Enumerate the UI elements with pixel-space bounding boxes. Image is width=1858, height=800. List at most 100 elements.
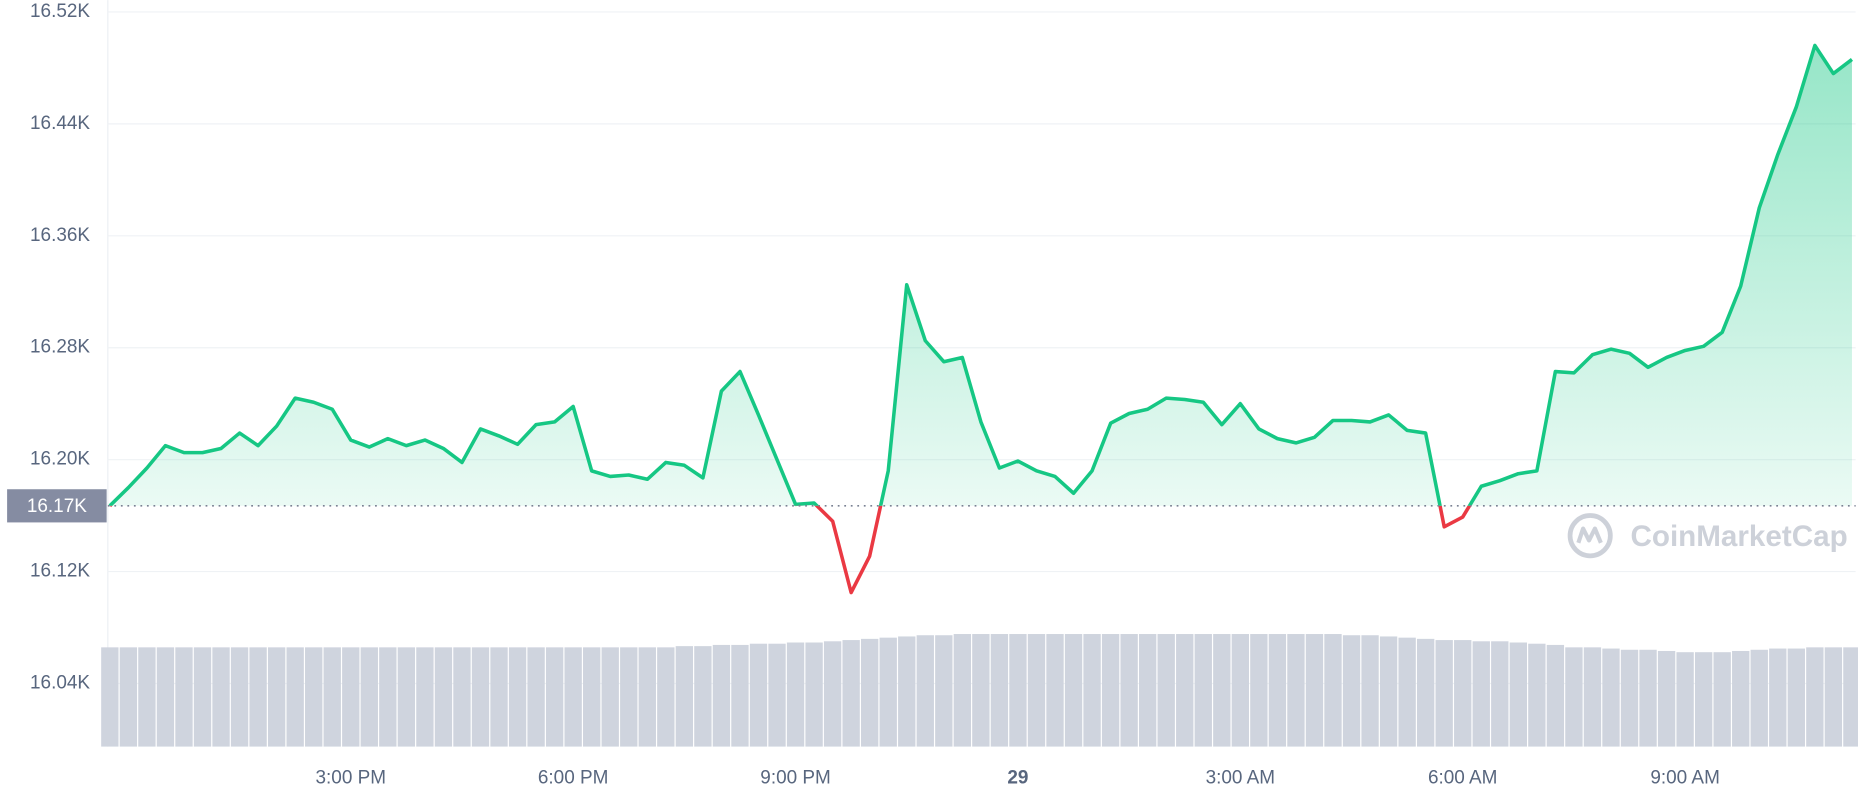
volume-bar bbox=[638, 647, 656, 747]
volume-bar bbox=[1713, 652, 1731, 747]
volume-bar bbox=[1824, 647, 1843, 747]
x-tick-label: 3:00 AM bbox=[1206, 768, 1275, 789]
volume-bar bbox=[953, 634, 972, 747]
volume-bar bbox=[471, 647, 490, 747]
price-line-below-baseline bbox=[109, 505, 1472, 595]
watermark-logo-mark bbox=[1576, 526, 1603, 544]
volume-bar bbox=[1324, 634, 1342, 747]
volume-bar bbox=[193, 647, 212, 747]
volume-bar bbox=[935, 635, 953, 747]
volume-bar bbox=[1787, 648, 1805, 747]
volume-bar bbox=[1509, 642, 1527, 747]
watermark-logo bbox=[1567, 513, 1613, 559]
volume-bar bbox=[1639, 649, 1657, 747]
x-tick-label: 3:00 PM bbox=[316, 768, 387, 789]
volume-bar bbox=[508, 647, 527, 747]
volume-bar bbox=[657, 647, 675, 747]
volume-bar bbox=[1565, 647, 1583, 747]
volume-bar bbox=[712, 644, 731, 747]
volume-bar bbox=[1435, 640, 1453, 747]
area-fill bbox=[109, 45, 1852, 506]
watermark: CoinMarketCap bbox=[1567, 513, 1848, 559]
volume-bar bbox=[1287, 634, 1305, 747]
volume-bar bbox=[1398, 637, 1416, 747]
volume-bar bbox=[564, 647, 582, 747]
volume-bar bbox=[1194, 634, 1212, 747]
volume-bar bbox=[805, 642, 823, 747]
volume-bar bbox=[138, 647, 156, 747]
watermark-text: CoinMarketCap bbox=[1630, 520, 1847, 553]
volume-bar bbox=[1528, 643, 1546, 747]
volume-bar bbox=[1694, 652, 1713, 747]
baseline-label-box bbox=[7, 489, 107, 523]
volume-bar bbox=[1676, 652, 1694, 747]
volume-bar bbox=[360, 647, 378, 747]
volume-bar bbox=[1491, 641, 1509, 747]
volume-bar bbox=[1361, 635, 1379, 747]
volume-bar bbox=[175, 647, 193, 747]
volume-bar bbox=[1231, 634, 1250, 747]
volume-bar bbox=[1250, 634, 1268, 747]
volume-bar bbox=[416, 647, 434, 747]
volume-bar bbox=[1416, 638, 1435, 747]
volume-bar bbox=[749, 643, 768, 747]
volume-bar bbox=[1305, 634, 1324, 747]
volume-bar bbox=[1027, 634, 1046, 747]
volume-bar bbox=[1806, 647, 1824, 747]
x-tick-label: 9:00 AM bbox=[1650, 768, 1719, 789]
y-tick-label: 16.20K bbox=[30, 449, 90, 470]
volume-bar bbox=[527, 647, 545, 747]
volume-bar bbox=[1583, 647, 1602, 747]
volume-bar bbox=[1120, 634, 1138, 747]
volume-bar bbox=[379, 647, 397, 747]
volume-bar bbox=[861, 638, 879, 747]
y-tick-label: 16.04K bbox=[30, 673, 90, 694]
volume-bar bbox=[156, 647, 175, 747]
volume-bar bbox=[1620, 649, 1639, 747]
volume-bar bbox=[119, 647, 138, 747]
y-tick-label: 16.36K bbox=[30, 225, 90, 246]
volume-bar bbox=[694, 646, 712, 747]
volume-bar bbox=[768, 643, 786, 747]
y-tick-label: 16.28K bbox=[30, 337, 90, 358]
volume-bar bbox=[1213, 634, 1231, 747]
volume-bar bbox=[823, 641, 842, 747]
volume-bar bbox=[267, 647, 286, 747]
volume-bar bbox=[545, 647, 564, 747]
x-tick-label: 6:00 AM bbox=[1428, 768, 1497, 789]
volume-bar bbox=[786, 642, 805, 747]
volume-bar bbox=[101, 647, 119, 747]
volume-bar bbox=[286, 647, 304, 747]
volume-bar bbox=[1843, 647, 1858, 747]
x-tick-label: 6:00 PM bbox=[538, 768, 609, 789]
volume-bar bbox=[453, 647, 471, 747]
volume-bar bbox=[323, 647, 341, 747]
volume-bar bbox=[1064, 634, 1083, 747]
volume-bar bbox=[342, 647, 360, 747]
volume-bar bbox=[1472, 641, 1490, 747]
price-line bbox=[108, 43, 1854, 506]
volume-bar bbox=[1769, 648, 1787, 747]
volume-bar bbox=[1602, 648, 1620, 747]
volume-bar bbox=[1732, 650, 1750, 747]
y-tick-label: 16.52K bbox=[30, 1, 90, 22]
volume-bar bbox=[1176, 634, 1194, 747]
volume-bar bbox=[1157, 634, 1175, 747]
volume-bar bbox=[620, 647, 638, 747]
volume-bar bbox=[842, 640, 860, 747]
volume-bar bbox=[1083, 634, 1101, 747]
volume-bar bbox=[397, 647, 416, 747]
volume-bar bbox=[490, 647, 508, 747]
volume-bar bbox=[305, 647, 323, 747]
x-tick-label: 9:00 PM bbox=[760, 768, 831, 789]
volume-bar bbox=[972, 634, 990, 747]
baseline-label: 16.17K bbox=[27, 496, 87, 517]
volume-bar bbox=[1657, 650, 1676, 747]
volume-bar bbox=[1379, 636, 1398, 747]
volume-bar bbox=[434, 647, 453, 747]
volume-bar bbox=[1342, 635, 1361, 747]
volume-bar bbox=[1268, 634, 1287, 747]
volume-bar bbox=[230, 647, 249, 747]
